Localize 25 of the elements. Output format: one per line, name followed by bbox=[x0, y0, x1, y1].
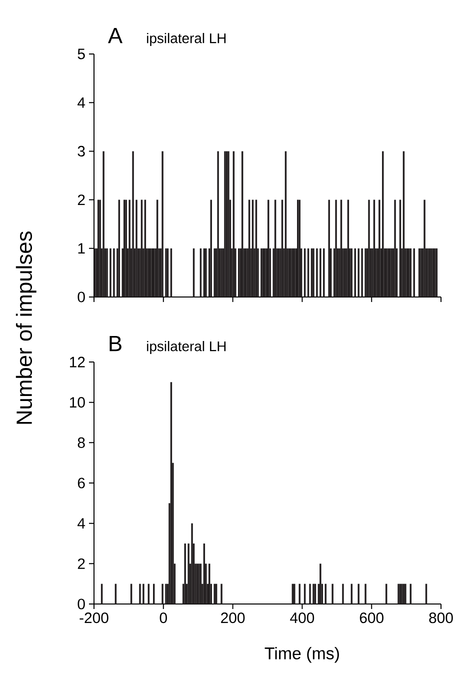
x-axis-title: Time (ms) bbox=[264, 646, 339, 663]
text: B bbox=[110, 336, 122, 352]
y-tick-label: 5 bbox=[78, 48, 85, 60]
text: A bbox=[108, 28, 123, 44]
y-tick-label: 2 bbox=[78, 558, 85, 569]
x-tick-label: 600 bbox=[360, 612, 384, 624]
x-tick-label: 0 bbox=[160, 612, 167, 624]
y-tick-label: 3 bbox=[78, 146, 85, 156]
y-tick-label: 2 bbox=[78, 194, 85, 206]
y-tick-label: 4 bbox=[78, 97, 86, 108]
y-axis-title: Number of impulses bbox=[16, 232, 36, 424]
y-tick-label: 10 bbox=[70, 397, 85, 408]
y-tick-label: 0 bbox=[78, 598, 85, 610]
chart-title: ipsilateral LH bbox=[147, 32, 226, 46]
x-tick-label: 200 bbox=[221, 612, 245, 624]
y-tick-label: 6 bbox=[78, 478, 85, 488]
x-tick-label: -200 bbox=[80, 612, 108, 624]
x-tick-label: 800 bbox=[429, 612, 453, 624]
y-tick-label: 12 bbox=[70, 356, 85, 368]
y-tick-label: 1 bbox=[78, 243, 85, 254]
y-tick-label: 0 bbox=[78, 292, 85, 302]
chart-title: ipsilateral LH bbox=[147, 341, 226, 354]
y-tick-label: 4 bbox=[78, 518, 86, 528]
x-tick-label: 400 bbox=[290, 612, 314, 624]
y-tick-label: 8 bbox=[78, 437, 85, 448]
